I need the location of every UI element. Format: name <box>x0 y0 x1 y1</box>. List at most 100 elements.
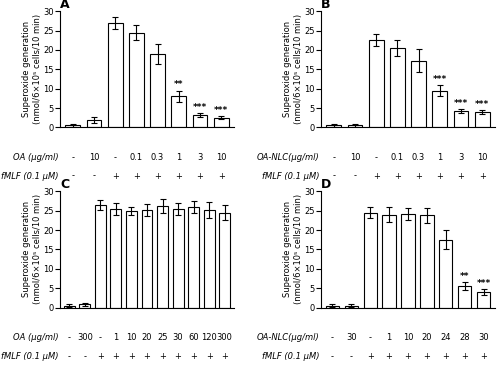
Text: +: + <box>190 352 197 361</box>
Text: -: - <box>92 172 96 181</box>
Bar <box>326 126 341 128</box>
Text: 3: 3 <box>458 153 464 162</box>
Text: 1: 1 <box>114 333 118 342</box>
Text: **: ** <box>174 81 184 90</box>
Bar <box>382 214 396 308</box>
Text: +: + <box>479 172 486 181</box>
Text: ***: *** <box>475 100 490 109</box>
Text: ***: *** <box>432 75 447 84</box>
Text: 300: 300 <box>216 333 232 342</box>
Bar <box>477 292 490 308</box>
Bar <box>157 206 168 308</box>
Text: +: + <box>462 352 468 361</box>
Bar <box>66 126 80 128</box>
Text: 0.3: 0.3 <box>412 153 425 162</box>
Text: +: + <box>176 172 182 181</box>
Text: -: - <box>71 172 74 181</box>
Text: 0.3: 0.3 <box>151 153 164 162</box>
Text: +: + <box>372 172 380 181</box>
Y-axis label: Superoxide generation
(nmol/6×10⁵ cells/10 min): Superoxide generation (nmol/6×10⁵ cells/… <box>284 14 302 125</box>
Text: OA (μg/ml): OA (μg/ml) <box>12 333 58 342</box>
Text: 30: 30 <box>346 333 356 342</box>
Text: 10: 10 <box>216 153 226 162</box>
Text: +: + <box>436 172 444 181</box>
Text: +: + <box>386 352 392 361</box>
Text: +: + <box>128 352 135 361</box>
Y-axis label: Superoxide generation
(nmol/6×10⁵ cells/10 min): Superoxide generation (nmol/6×10⁵ cells/… <box>284 194 302 304</box>
Text: fMLF (0.1 μM): fMLF (0.1 μM) <box>262 352 320 361</box>
Text: 28: 28 <box>460 333 470 342</box>
Text: -: - <box>114 153 116 162</box>
Bar <box>219 213 230 308</box>
Text: -: - <box>84 352 86 361</box>
Bar <box>364 213 377 308</box>
Text: fMLF (0.1 μM): fMLF (0.1 μM) <box>1 172 58 181</box>
Bar <box>142 210 152 308</box>
Text: -: - <box>71 153 74 162</box>
Text: -: - <box>368 333 372 342</box>
Text: +: + <box>404 352 411 361</box>
Bar <box>344 306 358 308</box>
Text: ***: *** <box>454 99 468 108</box>
Text: +: + <box>196 172 203 181</box>
Bar <box>475 112 490 128</box>
Text: 20: 20 <box>422 333 432 342</box>
Text: OA-NLC(μg/ml): OA-NLC(μg/ml) <box>256 333 320 342</box>
Text: -: - <box>331 352 334 361</box>
Text: 0.1: 0.1 <box>130 153 143 162</box>
Text: +: + <box>112 172 118 181</box>
Text: 0.1: 0.1 <box>391 153 404 162</box>
Text: +: + <box>154 172 161 181</box>
Text: -: - <box>350 352 353 361</box>
Bar <box>188 207 199 308</box>
Bar <box>432 91 448 128</box>
Bar <box>172 96 186 128</box>
Text: -: - <box>332 153 335 162</box>
Text: 10: 10 <box>477 153 488 162</box>
Text: D: D <box>321 178 331 191</box>
Text: 300: 300 <box>77 333 93 342</box>
Bar <box>129 33 144 128</box>
Text: +: + <box>97 352 104 361</box>
Text: 3: 3 <box>198 153 202 162</box>
Bar <box>458 286 471 308</box>
Bar <box>64 306 75 308</box>
Text: +: + <box>442 352 450 361</box>
Text: 20: 20 <box>142 333 152 342</box>
Text: -: - <box>354 172 356 181</box>
Text: +: + <box>415 172 422 181</box>
Text: -: - <box>332 172 335 181</box>
Text: +: + <box>159 352 166 361</box>
Text: 25: 25 <box>158 333 168 342</box>
Text: ***: *** <box>214 106 228 115</box>
Bar <box>402 214 414 308</box>
Y-axis label: Superoxide generation
(nmol/6×10⁵ cells/10 min): Superoxide generation (nmol/6×10⁵ cells/… <box>22 14 42 125</box>
Bar <box>110 209 122 308</box>
Text: 120: 120 <box>202 333 217 342</box>
Bar <box>204 210 214 308</box>
Text: OA-NLC(μg/ml): OA-NLC(μg/ml) <box>256 153 320 162</box>
Text: 30: 30 <box>478 333 489 342</box>
Text: B: B <box>321 0 330 11</box>
Bar <box>390 48 405 128</box>
Text: +: + <box>394 172 401 181</box>
Bar <box>95 205 106 308</box>
Text: -: - <box>331 333 334 342</box>
Text: +: + <box>221 352 228 361</box>
Text: 30: 30 <box>173 333 184 342</box>
Bar <box>326 306 339 308</box>
Text: 24: 24 <box>440 333 451 342</box>
Text: 10: 10 <box>88 153 99 162</box>
Text: +: + <box>424 352 430 361</box>
Text: C: C <box>60 178 69 191</box>
Text: +: + <box>133 172 140 181</box>
Bar <box>411 61 426 128</box>
Text: -: - <box>374 153 378 162</box>
Text: +: + <box>480 352 487 361</box>
Bar <box>192 115 208 128</box>
Text: 60: 60 <box>188 333 199 342</box>
Y-axis label: Superoxide generation
(nmol/6×10⁵ cells/10 min): Superoxide generation (nmol/6×10⁵ cells/… <box>22 194 42 304</box>
Bar <box>368 40 384 128</box>
Text: -: - <box>99 333 102 342</box>
Bar <box>348 126 362 128</box>
